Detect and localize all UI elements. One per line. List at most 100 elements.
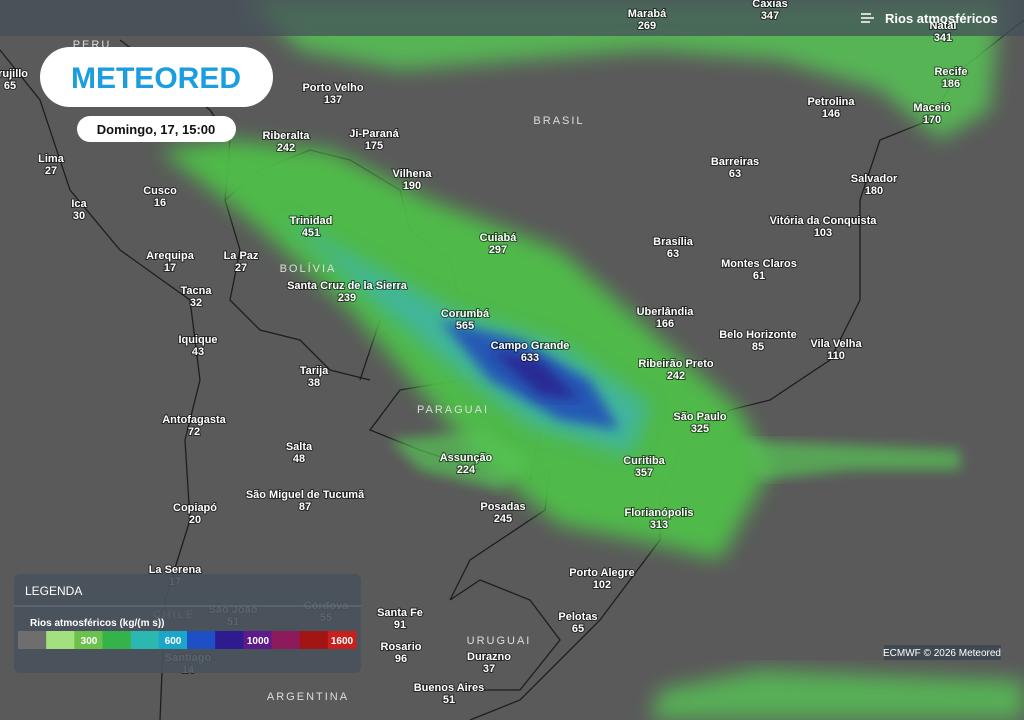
top-bar xyxy=(0,0,1024,36)
legend-swatch xyxy=(158,631,188,649)
city-name: Salta xyxy=(286,441,313,453)
date-pill[interactable] xyxy=(77,116,236,142)
city-value: 110 xyxy=(827,350,845,362)
city-name: Buenos Aires xyxy=(414,682,485,694)
city-value: 43 xyxy=(192,346,204,358)
city-value: 175 xyxy=(365,140,383,152)
city-value: 347 xyxy=(761,10,779,22)
city-name: Rosario xyxy=(381,641,422,653)
city-value: 65 xyxy=(4,80,16,92)
city-value: 37 xyxy=(483,663,495,675)
city-value: 565 xyxy=(456,320,474,332)
city-name: Salvador xyxy=(851,173,898,185)
city-value: 91 xyxy=(394,619,406,631)
city-name: Lima xyxy=(38,153,65,165)
city-value: 65 xyxy=(572,623,584,635)
country-label: BRASIL xyxy=(533,115,584,127)
city-value: 166 xyxy=(656,318,674,330)
city-value: 190 xyxy=(403,180,421,192)
city-value: 137 xyxy=(324,94,342,106)
country-label: ARGENTINA xyxy=(267,691,349,703)
legend-label: 1000 xyxy=(247,636,270,647)
city-name: Maceió xyxy=(913,102,951,114)
city-name: Pelotas xyxy=(558,611,597,623)
city-value: 32 xyxy=(190,297,202,309)
city-value: 180 xyxy=(865,185,883,197)
layer-button[interactable]: Rios atmosféricos xyxy=(861,11,998,26)
city-name: Cusco xyxy=(143,185,177,197)
legend-swatch xyxy=(271,631,301,649)
legend-swatch xyxy=(74,631,103,649)
city-name: Porto Alegre xyxy=(569,567,635,579)
city-name: Antofagasta xyxy=(162,414,226,426)
legend-swatch xyxy=(18,631,47,649)
labels: PERUBRASILBOLÍVIAPARAGUAIURUGUAICHILEARG… xyxy=(0,0,969,707)
city-value: 27 xyxy=(235,262,247,274)
city-name: Durazno xyxy=(467,651,511,663)
legend-swatch xyxy=(243,631,272,649)
city-value: 245 xyxy=(494,513,512,525)
city-name: Brasília xyxy=(653,236,694,248)
city-name: Santa Fe xyxy=(377,607,423,619)
logo-text: METEORED xyxy=(71,62,241,95)
city-value: 103 xyxy=(814,227,832,239)
legend-swatch xyxy=(130,631,160,649)
city-value: 341 xyxy=(934,32,952,44)
city-name: Barreiras xyxy=(711,156,759,168)
city-value: 242 xyxy=(667,370,685,382)
city-name: Corumbá xyxy=(441,308,490,320)
city-value: 297 xyxy=(489,244,507,256)
city-value: 63 xyxy=(667,248,679,260)
credit-box xyxy=(884,645,1001,660)
datetime: Domingo, 17, 15:00 xyxy=(97,122,215,137)
city-name: Santa Cruz de la Sierra xyxy=(287,280,408,292)
city-value: 170 xyxy=(923,114,941,126)
legend-label: 300 xyxy=(81,636,98,647)
credit: ECMWF © 2026 Meteored xyxy=(883,648,1001,659)
city-name: Caxias xyxy=(752,0,787,10)
city: Trujillo65 xyxy=(0,67,29,93)
city-name: São Miguel de Tucumã xyxy=(246,489,365,501)
legend: LEGENDA Rios atmosféricos (kg/(m s)) 300… xyxy=(14,574,361,673)
city-name: La Serena xyxy=(149,564,202,576)
layer-icon xyxy=(861,13,874,23)
city-name: Porto Velho xyxy=(302,82,363,94)
city-value: 224 xyxy=(457,464,476,476)
city-name: Vila Velha xyxy=(810,338,862,350)
atmospheric-river xyxy=(160,0,1024,720)
city-name: Curitiba xyxy=(623,455,665,467)
city-name: Ica xyxy=(71,198,87,210)
city-name: Tarija xyxy=(300,365,329,377)
legend-scale: 300 600 1000 1600 xyxy=(18,631,357,649)
legend-label: 600 xyxy=(165,636,182,647)
